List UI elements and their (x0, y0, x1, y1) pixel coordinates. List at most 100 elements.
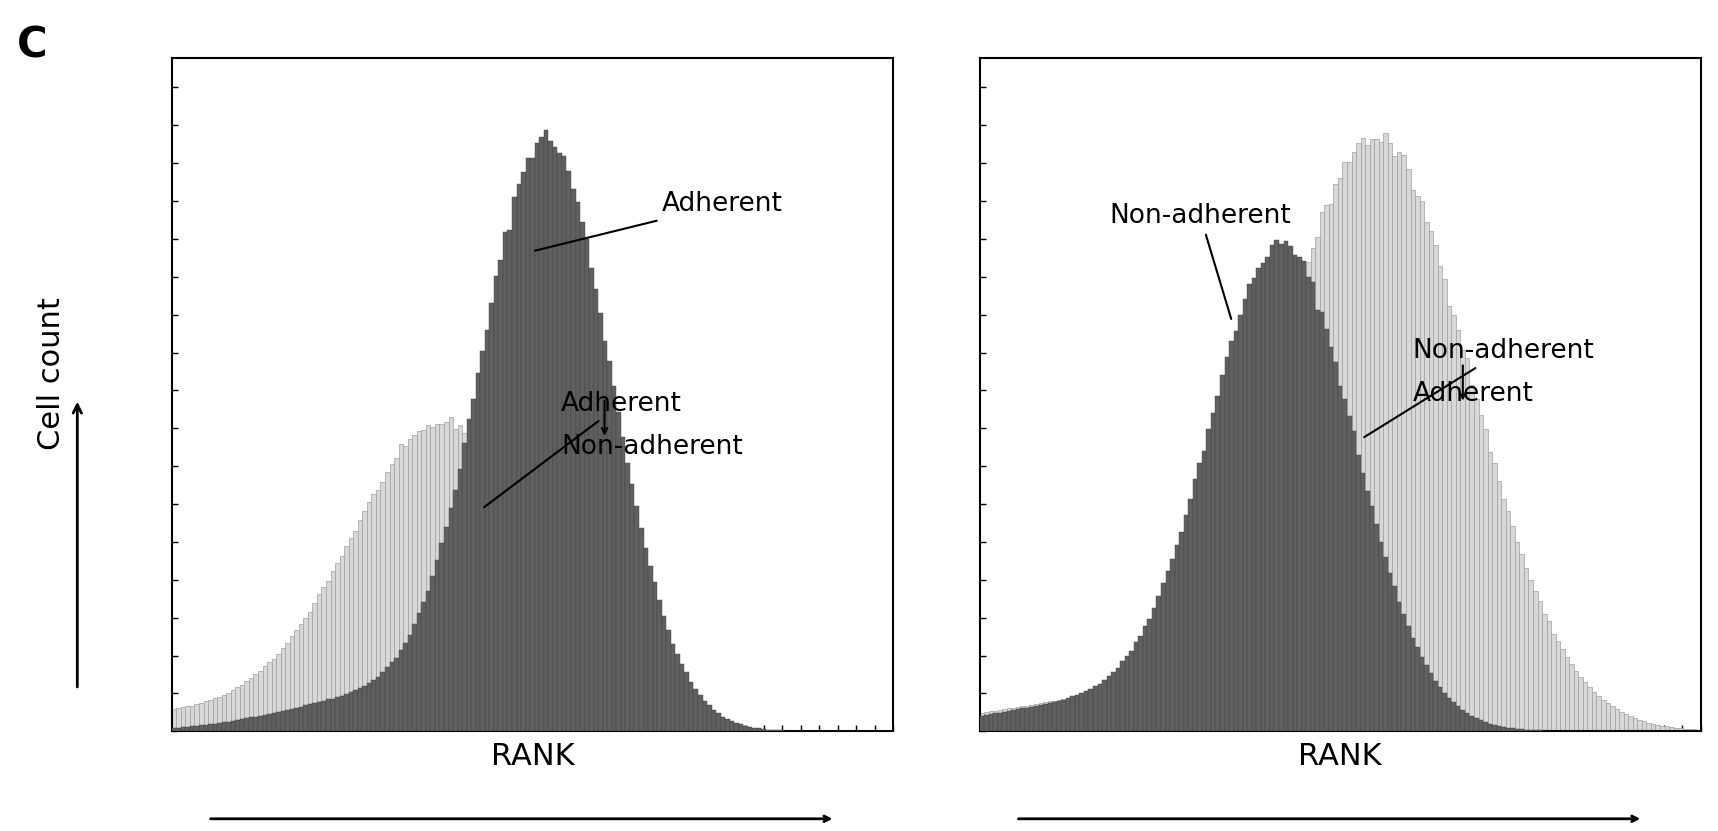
Bar (744, 726, 747, 731)
Bar (1175, 544, 1179, 731)
Bar (562, 156, 567, 731)
Bar (670, 644, 675, 731)
Bar (1510, 728, 1515, 731)
Bar (747, 727, 752, 731)
Bar (1447, 307, 1452, 731)
Bar (1515, 729, 1519, 731)
Bar (280, 647, 285, 731)
Bar (539, 136, 545, 731)
Bar (984, 715, 988, 731)
Bar (241, 720, 244, 731)
Bar (498, 260, 503, 731)
Bar (1316, 310, 1319, 731)
Bar (512, 492, 517, 731)
Bar (1488, 452, 1493, 731)
Bar (412, 624, 417, 731)
Bar (553, 147, 557, 731)
Bar (1687, 729, 1692, 731)
Bar (761, 730, 766, 731)
Bar (1112, 686, 1115, 731)
Bar (1342, 399, 1347, 731)
Bar (362, 686, 368, 731)
Bar (1551, 634, 1557, 731)
Bar (271, 659, 277, 731)
Bar (1153, 661, 1156, 731)
Bar (335, 563, 340, 731)
Bar (457, 425, 462, 731)
Bar (606, 665, 612, 731)
Bar (606, 361, 612, 731)
Bar (1075, 695, 1079, 731)
Bar (1039, 703, 1043, 731)
Bar (476, 441, 481, 731)
Bar (1496, 726, 1502, 731)
Bar (716, 713, 720, 731)
Bar (708, 725, 711, 731)
Bar (1328, 347, 1333, 731)
Bar (443, 527, 448, 731)
Bar (1438, 687, 1443, 731)
Bar (1278, 356, 1283, 731)
Bar (1057, 700, 1062, 731)
X-axis label: RANK: RANK (1299, 742, 1381, 771)
Bar (1084, 691, 1089, 731)
Bar (1106, 687, 1112, 731)
Bar (512, 197, 517, 731)
Bar (517, 184, 521, 731)
Bar (667, 630, 670, 731)
Bar (581, 625, 584, 731)
Bar (1184, 624, 1189, 731)
Bar (1247, 284, 1252, 731)
Bar (481, 449, 484, 731)
Bar (1519, 554, 1524, 731)
Bar (399, 444, 404, 731)
Bar (1247, 471, 1252, 731)
Bar (1587, 687, 1593, 731)
Bar (766, 730, 771, 731)
Bar (1039, 706, 1043, 731)
Bar (1034, 706, 1039, 731)
Bar (266, 662, 271, 731)
Bar (1234, 511, 1239, 731)
Bar (1098, 684, 1101, 731)
Bar (1369, 139, 1374, 731)
Bar (1424, 666, 1429, 731)
Bar (1366, 491, 1369, 731)
Bar (1120, 661, 1125, 731)
Bar (780, 730, 783, 731)
Bar (457, 470, 462, 731)
Bar (230, 721, 235, 731)
Bar (1283, 343, 1288, 731)
Bar (1557, 642, 1560, 731)
Bar (1275, 240, 1278, 731)
Bar (603, 660, 606, 731)
Bar (658, 708, 661, 731)
Bar (1380, 543, 1383, 731)
Bar (1115, 667, 1120, 731)
Bar (1424, 222, 1429, 731)
Bar (235, 687, 241, 731)
Bar (1203, 451, 1206, 731)
Bar (1510, 526, 1515, 731)
Bar (570, 189, 576, 731)
Bar (1012, 708, 1015, 731)
Bar (1292, 255, 1297, 731)
Bar (1215, 396, 1220, 731)
Bar (644, 700, 648, 731)
Bar (227, 693, 230, 731)
Bar (1696, 730, 1701, 731)
Bar (1333, 184, 1338, 731)
Bar (1079, 693, 1084, 731)
Bar (1043, 705, 1048, 731)
Bar (417, 431, 421, 731)
Bar (321, 701, 326, 731)
Bar (230, 690, 235, 731)
Bar (294, 630, 299, 731)
Bar (1242, 299, 1247, 731)
Bar (280, 711, 285, 731)
Bar (988, 711, 993, 731)
Bar (993, 713, 998, 731)
Bar (308, 705, 313, 731)
Bar (186, 706, 191, 731)
Bar (612, 670, 617, 731)
